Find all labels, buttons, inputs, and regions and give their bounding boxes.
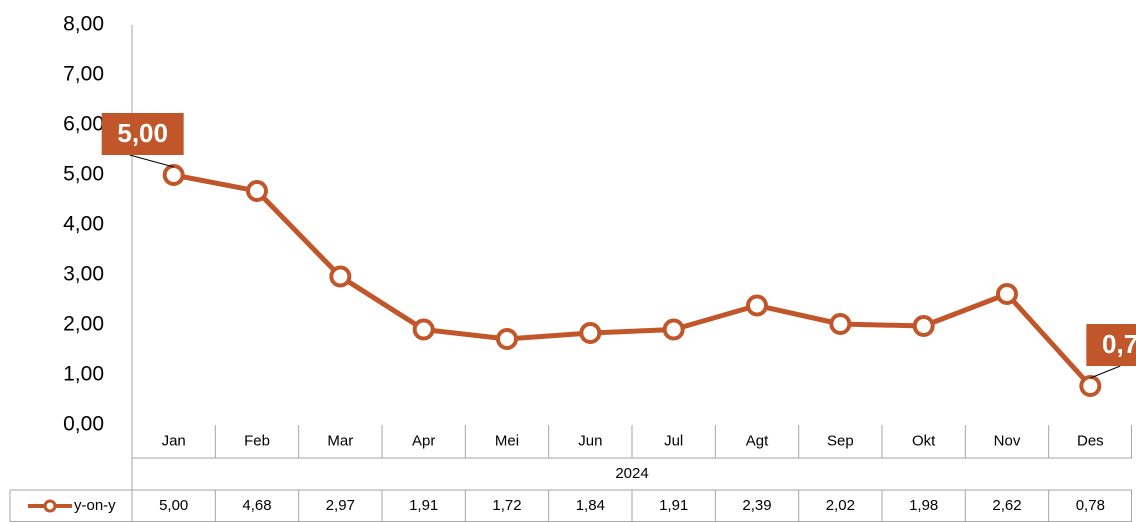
x-tick-label: Jun — [578, 432, 602, 449]
x-tick-label: Mei — [495, 432, 519, 449]
marker — [579, 322, 602, 344]
legend-label: y-on-y — [74, 497, 116, 514]
table-value: 1,84 — [576, 497, 605, 514]
legend-marker — [43, 499, 57, 513]
y-tick-label: 8,00 — [63, 13, 104, 36]
x-tick-label: Des — [1077, 432, 1104, 449]
line — [173, 172, 1093, 388]
y-tick-label: 5,00 — [63, 163, 104, 186]
y-tick-label: 3,00 — [63, 263, 104, 286]
leader-line — [1090, 365, 1121, 379]
x-tick-label: Nov — [994, 432, 1021, 449]
table-value: 4,68 — [242, 497, 271, 514]
x-tick-label: Feb — [244, 432, 270, 449]
table-value: 1,98 — [909, 497, 938, 514]
marker — [662, 318, 685, 341]
table-value: 2,02 — [826, 497, 855, 514]
table-value: 1,91 — [409, 497, 438, 514]
x-group-label: 2024 — [615, 465, 648, 482]
y-tick-label: 0,00 — [63, 413, 104, 436]
marker — [829, 313, 852, 335]
table-value: 5,00 — [159, 497, 188, 514]
leader-line — [129, 154, 174, 168]
table-value: 2,97 — [326, 497, 355, 514]
y-tick-label: 1,00 — [63, 363, 104, 386]
marker — [996, 283, 1018, 305]
x-tick-label: Agt — [746, 432, 769, 449]
y-tick-label: 7,00 — [63, 63, 104, 86]
marker — [412, 318, 435, 341]
table-value: 0,78 — [1076, 497, 1105, 514]
x-tick-label: Mar — [327, 432, 353, 449]
table-value: 2,39 — [742, 497, 771, 514]
x-tick-label: Jan — [162, 432, 186, 449]
marker — [746, 294, 768, 317]
data-label-box — [1086, 324, 1136, 366]
marker — [912, 315, 935, 337]
x-tick-label: Okt — [912, 432, 936, 449]
y-tick-label: 4,00 — [63, 213, 104, 236]
y-tick-label: 2,00 — [63, 313, 104, 336]
marker — [246, 180, 268, 202]
table-value: 1,91 — [659, 497, 688, 514]
x-tick-label: Apr — [412, 432, 435, 449]
table-value: 1,72 — [492, 497, 521, 514]
table-value: 2,62 — [992, 497, 1021, 514]
data-label: 5,00 — [117, 118, 168, 148]
marker — [496, 328, 518, 350]
data-label: 0,78 — [1102, 329, 1136, 359]
y-tick-label: 6,00 — [63, 113, 104, 136]
marker — [329, 265, 352, 288]
marker — [162, 164, 185, 186]
data-label-box — [101, 113, 184, 155]
x-tick-label: Sep — [827, 432, 854, 449]
marker — [1079, 375, 1102, 397]
x-tick-label: Jul — [664, 432, 683, 449]
